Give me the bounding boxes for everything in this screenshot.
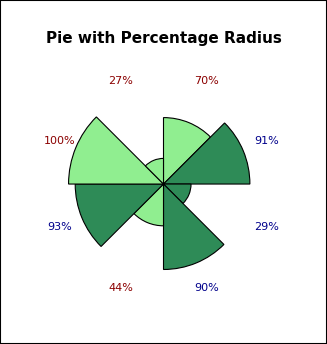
Text: 90%: 90% bbox=[194, 282, 219, 292]
Text: 27%: 27% bbox=[108, 76, 133, 86]
Wedge shape bbox=[146, 158, 164, 184]
Title: Pie with Percentage Radius: Pie with Percentage Radius bbox=[45, 31, 282, 46]
Text: 93%: 93% bbox=[48, 222, 72, 232]
Wedge shape bbox=[69, 117, 164, 184]
Text: 70%: 70% bbox=[194, 76, 219, 86]
Text: 29%: 29% bbox=[254, 222, 280, 232]
Wedge shape bbox=[75, 184, 164, 246]
Text: 44%: 44% bbox=[108, 282, 133, 292]
Wedge shape bbox=[164, 118, 211, 184]
Text: 100%: 100% bbox=[44, 136, 76, 146]
Wedge shape bbox=[164, 123, 250, 184]
Wedge shape bbox=[164, 184, 224, 269]
Text: 91%: 91% bbox=[255, 136, 279, 146]
Wedge shape bbox=[164, 184, 191, 204]
Wedge shape bbox=[134, 184, 164, 226]
